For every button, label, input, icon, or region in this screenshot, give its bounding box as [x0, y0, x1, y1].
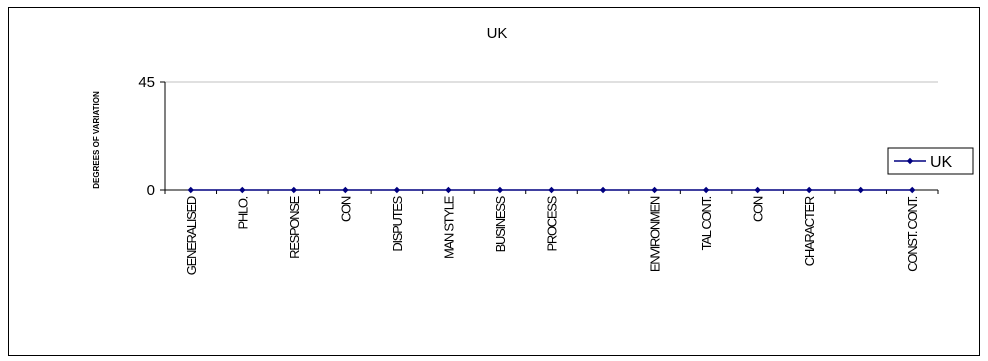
- series-point-0-14: [909, 186, 916, 194]
- series-point-0-9: [651, 186, 658, 194]
- x-tick-label-text: CHARACTER: [802, 196, 817, 266]
- x-tick-label-5: MAN STYLE: [441, 195, 456, 259]
- chart-border: [8, 7, 980, 356]
- x-tick-label-10: CON: [751, 196, 766, 222]
- series-point-0-7: [548, 186, 555, 194]
- series-point-0-6: [496, 186, 504, 194]
- x-tick-label-7: PROCESS: [545, 195, 560, 251]
- y-tick-label-1: 45: [138, 74, 155, 91]
- x-tick-label-11: CHARACTER: [802, 196, 817, 266]
- x-tick-label-9: TAL CONT.: [699, 196, 714, 250]
- series-point-0-11: [754, 186, 761, 194]
- legend-swatch-marker-0: [906, 157, 914, 165]
- series-point-0-0: [187, 186, 194, 194]
- x-tick-label-text: DISPUTES: [390, 195, 405, 251]
- x-tick-label-text: CON: [751, 196, 766, 222]
- series-layer: [187, 186, 916, 194]
- x-tick-label-text: RESPONSE: [287, 195, 302, 258]
- series-point-0-1: [239, 186, 246, 194]
- x-tick-label-text: CONST. CONT.: [905, 196, 920, 271]
- series-point-0-8: [599, 186, 607, 194]
- series-point-0-10: [702, 186, 710, 194]
- series-point-0-12: [805, 186, 813, 194]
- series-point-0-3: [342, 186, 349, 194]
- series-point-0-2: [290, 186, 298, 194]
- x-tick-label-text: CON: [338, 196, 353, 222]
- x-tick-label-text: ENVIRONMEN: [648, 196, 663, 272]
- x-tick-label-4: DISPUTES: [390, 195, 405, 251]
- legend-label-0: UK: [930, 154, 953, 171]
- x-tick-label-text: PHLO.: [235, 196, 250, 229]
- x-tick-label-1: PHLO.: [235, 196, 250, 229]
- x-tick-label-8: ENVIRONMEN: [648, 196, 663, 272]
- x-tick-label-text: BUSINESS: [493, 195, 508, 252]
- x-tick-label-text: TAL CONT.: [699, 196, 714, 250]
- series-point-0-5: [445, 186, 452, 194]
- x-tick-label-0: GENERALISED: [184, 196, 199, 275]
- x-tick-label-text: MAN STYLE: [441, 195, 456, 259]
- x-tick-label-6: BUSINESS: [493, 195, 508, 252]
- chart-title: UK: [487, 25, 508, 42]
- x-tick-label-2: RESPONSE: [287, 195, 302, 258]
- x-tick-labels: GENERALISED PHLO. RESPONSE CON DISPUTES MAN S…: [184, 195, 920, 275]
- series-point-0-4: [393, 186, 401, 194]
- x-tick-label-text: GENERALISED: [184, 196, 199, 275]
- legend: UK: [887, 147, 974, 175]
- x-tick-label-12: CONST. CONT.: [905, 196, 920, 271]
- x-tick-label-text: PROCESS: [545, 195, 560, 251]
- y-tick-labels: 0 45: [138, 74, 155, 199]
- series-point-0-13: [857, 186, 864, 194]
- x-tick-label-3: CON: [338, 196, 353, 222]
- y-axis-label: DEGREES OF VARIATION: [92, 91, 101, 189]
- y-tick-label-0: 0: [147, 182, 155, 199]
